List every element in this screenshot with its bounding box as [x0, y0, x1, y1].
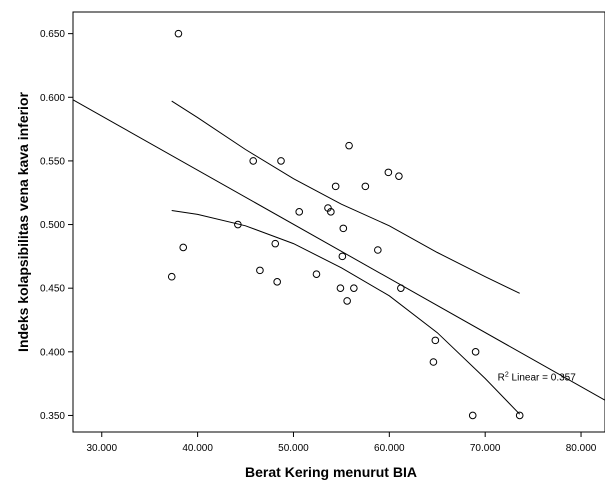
x-tick-label: 80.000	[566, 443, 597, 454]
y-tick-label: 0.500	[40, 220, 65, 231]
data-point	[234, 220, 242, 229]
data-points	[167, 29, 524, 420]
data-point	[397, 284, 405, 292]
regression-lines	[73, 99, 605, 415]
y-tick-label: 0.350	[40, 411, 65, 422]
r-squared-annotation: R2 Linear = 0.357	[498, 371, 577, 383]
x-axis: 30.000 40.000 50.000 60.000 70.000 80.000	[86, 432, 597, 454]
data-point	[384, 168, 393, 177]
fit-line	[73, 99, 605, 401]
x-tick-label: 70.000	[470, 443, 501, 454]
plot-area	[72, 11, 605, 433]
data-point	[167, 272, 176, 281]
x-axis-title: Berat Kering menurut BIA	[245, 464, 417, 480]
y-tick-label: 0.550	[40, 156, 65, 167]
data-point	[374, 246, 382, 254]
data-point	[431, 336, 440, 345]
data-point	[345, 141, 353, 150]
x-tick-label: 50.000	[278, 443, 309, 454]
x-tick-label: 40.000	[182, 443, 213, 454]
data-point	[339, 224, 348, 233]
data-point	[338, 252, 347, 261]
plot-frame	[72, 11, 605, 433]
data-point	[271, 239, 280, 248]
y-axis: 0.350 0.400 0.450 0.500 0.550 0.600 0.650	[40, 29, 73, 422]
data-point	[174, 29, 183, 38]
data-point	[277, 157, 285, 165]
y-tick-label: 0.450	[40, 284, 65, 295]
data-point	[273, 278, 281, 286]
data-point	[249, 157, 258, 165]
data-point	[312, 270, 321, 278]
data-point	[515, 411, 524, 420]
x-tick-label: 60.000	[374, 443, 405, 454]
y-tick-label: 0.600	[40, 93, 65, 104]
data-point	[361, 182, 370, 191]
data-point	[471, 348, 480, 356]
data-point	[331, 182, 340, 191]
data-point	[336, 284, 345, 292]
data-point	[295, 208, 304, 216]
data-point	[429, 358, 438, 366]
data-point	[256, 266, 264, 275]
ci-lower-line	[171, 210, 521, 415]
data-point	[468, 411, 477, 420]
data-point	[395, 172, 403, 180]
data-point	[327, 208, 335, 216]
data-point	[179, 243, 188, 252]
data-point	[343, 297, 351, 305]
data-point	[350, 284, 358, 292]
y-axis-title: Indeks kolapsibilitas vena kava inferior	[15, 92, 31, 352]
y-tick-label: 0.400	[40, 347, 65, 358]
y-tick-label: 0.650	[40, 29, 65, 40]
x-tick-label: 30.000	[86, 443, 117, 454]
ci-upper-line	[171, 100, 520, 294]
